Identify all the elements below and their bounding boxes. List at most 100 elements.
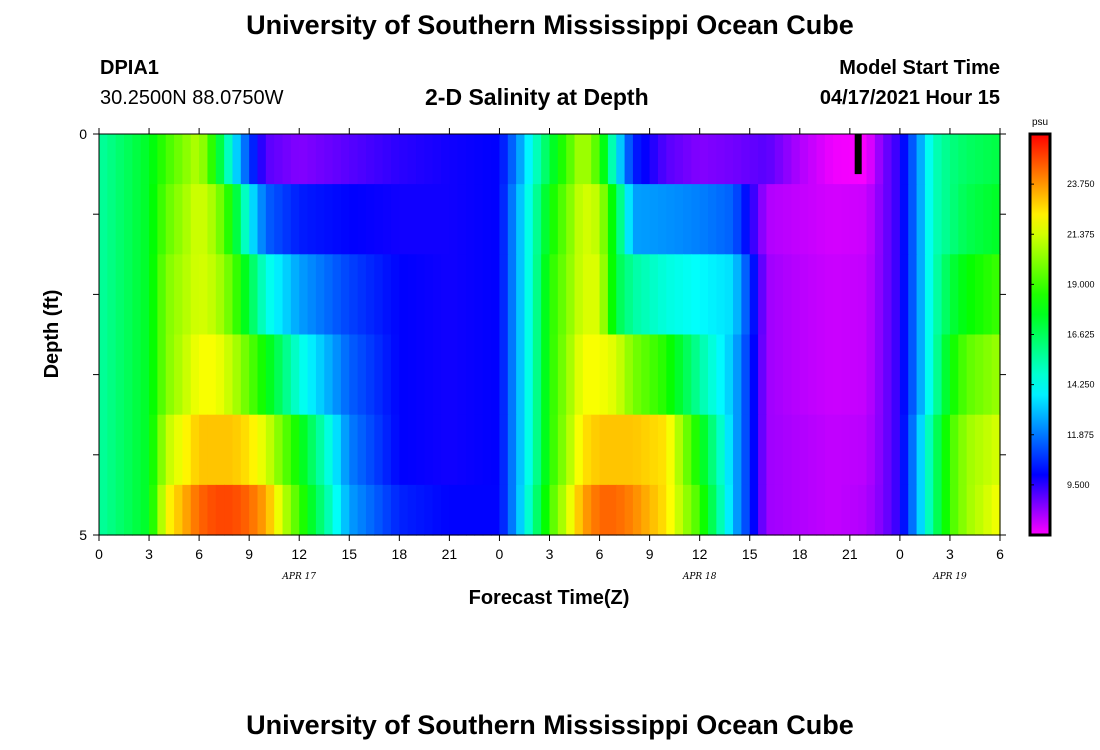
heatmap-cell <box>983 254 993 336</box>
heatmap-cell <box>766 134 776 185</box>
model-start-value: 04/17/2021 Hour 15 <box>819 87 1000 109</box>
x-tick-label: 0 <box>95 546 103 562</box>
heatmap-cell <box>624 184 634 255</box>
heatmap-cell <box>499 334 509 416</box>
heatmap-cell <box>424 254 434 336</box>
heatmap-cell <box>532 134 542 185</box>
heatmap-cell <box>666 414 676 486</box>
heatmap-cell <box>974 334 984 416</box>
heatmap-cell <box>541 184 551 255</box>
heatmap-cell <box>708 414 717 486</box>
heatmap-cell <box>849 134 859 185</box>
heatmap-cell <box>908 184 918 255</box>
heatmap-cell <box>816 184 826 255</box>
heatmap-cell <box>207 134 217 185</box>
heatmap-cell <box>758 484 767 536</box>
heatmap-cell <box>883 184 893 255</box>
heatmap-cell <box>132 334 142 416</box>
heatmap-cell <box>899 134 909 185</box>
heatmap-cell <box>983 334 993 416</box>
heatmap-cell <box>282 254 292 336</box>
heatmap-cell <box>524 134 534 185</box>
heatmap-cell <box>516 184 526 255</box>
heatmap-cell <box>816 484 826 536</box>
heatmap-cell <box>716 134 726 185</box>
heatmap-cell <box>783 134 793 185</box>
heatmap-cell <box>924 254 934 336</box>
colorbar-unit: psu <box>1032 117 1048 128</box>
heatmap-cell <box>783 184 793 255</box>
heatmap-cell <box>833 254 843 336</box>
heatmap-cell <box>824 414 834 486</box>
heatmap-cell <box>741 184 751 255</box>
heatmap-cell <box>349 134 359 185</box>
heatmap-cell <box>224 484 234 536</box>
heatmap-cell <box>399 184 409 255</box>
heatmap-cell <box>833 134 843 185</box>
heatmap-cell <box>240 184 250 255</box>
x-tick-label: 0 <box>496 546 504 562</box>
heatmap-cell <box>557 414 567 486</box>
heatmap-cell <box>691 334 701 416</box>
heatmap-cell <box>324 254 334 336</box>
heatmap-cell <box>874 484 884 536</box>
heatmap-cell <box>691 414 701 486</box>
heatmap-cell <box>174 414 184 486</box>
heatmap-cell <box>582 334 592 416</box>
heatmap-cell <box>649 254 659 336</box>
heatmap-cell <box>891 334 901 416</box>
heatmap-cell <box>766 414 776 486</box>
heatmap-cell <box>407 184 417 255</box>
heatmap-cell <box>582 134 592 185</box>
heatmap-cell <box>741 484 751 536</box>
heatmap-cell <box>741 134 751 185</box>
heatmap-cell <box>174 134 184 185</box>
heatmap-cell <box>190 414 200 486</box>
heatmap-cell <box>591 334 601 416</box>
heatmap-cell <box>958 484 968 536</box>
heatmap-cell <box>466 254 476 336</box>
heatmap-cell <box>482 184 492 255</box>
heatmap-cell <box>474 254 484 336</box>
heatmap-cell <box>808 484 818 536</box>
heatmap-cell <box>616 254 626 336</box>
heatmap-cell <box>265 414 275 486</box>
heatmap-cell <box>733 134 742 185</box>
heatmap-cell <box>174 254 184 336</box>
heatmap-cell <box>941 414 951 486</box>
heatmap-cell <box>349 254 359 336</box>
heatmap-cell <box>299 334 309 416</box>
heatmap-cell <box>816 134 826 185</box>
heatmap-cell <box>891 254 901 336</box>
heatmap-cell <box>799 254 809 336</box>
heatmap-cell <box>299 184 309 255</box>
heatmap-cell <box>340 414 350 486</box>
heatmap-cell <box>140 484 150 536</box>
heatmap-cell <box>516 254 526 336</box>
heatmap-cell <box>791 254 801 336</box>
heatmap-cell <box>724 254 734 336</box>
heatmap-cell <box>582 254 592 336</box>
heatmap-cell <box>365 254 375 336</box>
heatmap-cell <box>416 414 425 486</box>
heatmap-cell <box>582 414 592 486</box>
heatmap-cell <box>916 134 926 185</box>
heatmap-cell <box>758 134 767 185</box>
heatmap-cell <box>240 414 250 486</box>
heatmap-cell <box>140 334 150 416</box>
heatmap-cell <box>966 414 976 486</box>
x-tick-label: 12 <box>291 546 307 562</box>
heatmap-cell <box>833 484 843 536</box>
heatmap-cell <box>641 334 651 416</box>
heatmap-cell <box>149 254 158 336</box>
heatmap-cell <box>599 414 609 486</box>
heatmap-cell <box>824 484 834 536</box>
heatmap-cell <box>232 134 242 185</box>
x-tick-label: 15 <box>341 546 357 562</box>
heatmap-cell <box>399 484 409 536</box>
heatmap-cell <box>549 134 559 185</box>
heatmap-cell <box>766 334 776 416</box>
heatmap-cell <box>207 184 217 255</box>
heatmap-cell <box>257 334 267 416</box>
heatmap-cell <box>249 414 259 486</box>
